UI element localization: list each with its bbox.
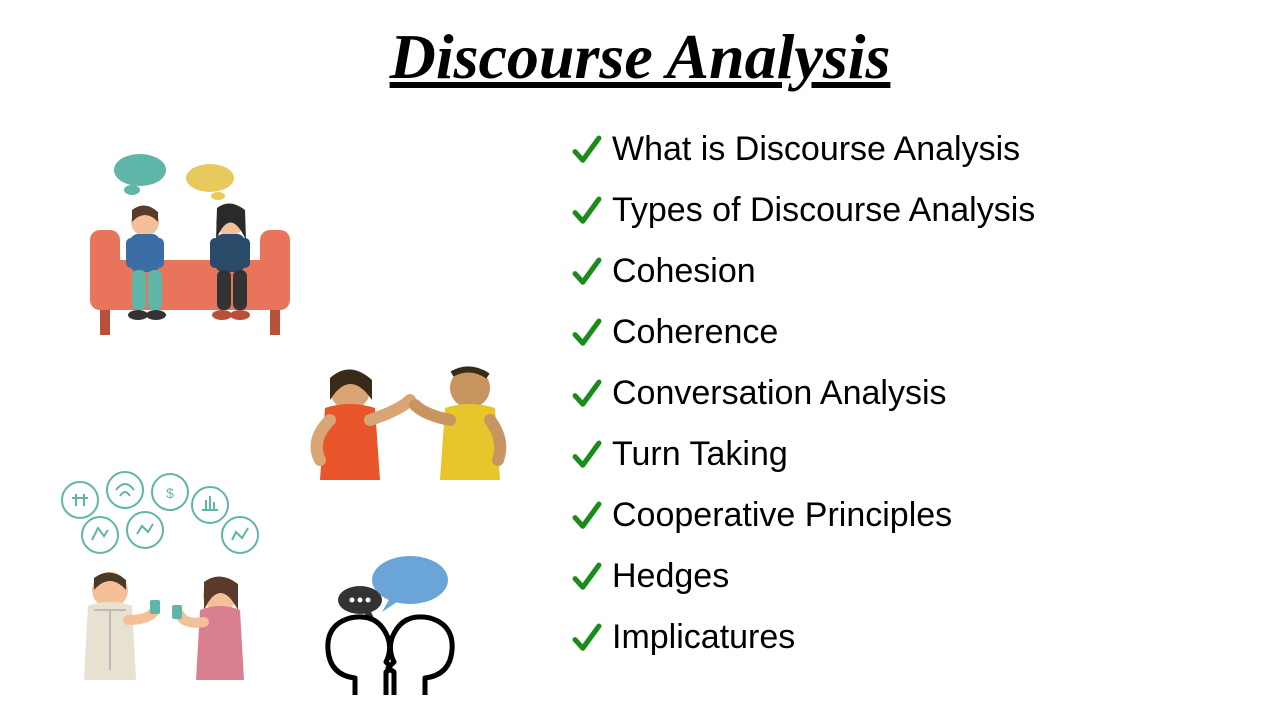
topic-list-item-text: Turn Taking [612,435,788,474]
checkmark-icon [570,621,604,655]
page-title: Discourse Analysis [390,20,891,94]
topic-list-item-text: What is Discourse Analysis [612,130,1020,169]
topic-list-item-text: Hedges [612,557,729,596]
topic-list-item-text: Cohesion [612,252,756,291]
topic-list-item: Cooperative Principles [570,496,1035,535]
checkmark-icon [570,133,604,167]
checkmark-icon [570,377,604,411]
illustration-heads-speech-bubbles [300,550,480,700]
svg-text:$: $ [166,485,174,501]
topic-list-item-text: Cooperative Principles [612,496,952,535]
topic-list-item: Coherence [570,313,1035,352]
topic-list-item: Types of Discourse Analysis [570,191,1035,230]
topic-list-item-text: Coherence [612,313,778,352]
topic-list-item-text: Conversation Analysis [612,374,947,413]
topic-list-item: Cohesion [570,252,1035,291]
topic-list: What is Discourse Analysis Types of Disco… [570,130,1035,657]
topic-list-item: What is Discourse Analysis [570,130,1035,169]
topic-list-item: Hedges [570,557,1035,596]
topic-list-item: Implicatures [570,618,1035,657]
topic-list-item-text: Types of Discourse Analysis [612,191,1035,230]
checkmark-icon [570,255,604,289]
checkmark-icon [570,438,604,472]
checkmark-icon [570,194,604,228]
checkmark-icon [570,499,604,533]
illustration-couch-conversation [70,150,330,350]
topic-list-item: Conversation Analysis [570,374,1035,413]
checkmark-icon [570,560,604,594]
topic-list-item: Turn Taking [570,435,1035,474]
topic-list-item-text: Implicatures [612,618,795,657]
illustration-two-people-gesturing [280,350,540,520]
checkmark-icon [570,316,604,350]
illustration-people-with-icons: $ [40,470,300,690]
